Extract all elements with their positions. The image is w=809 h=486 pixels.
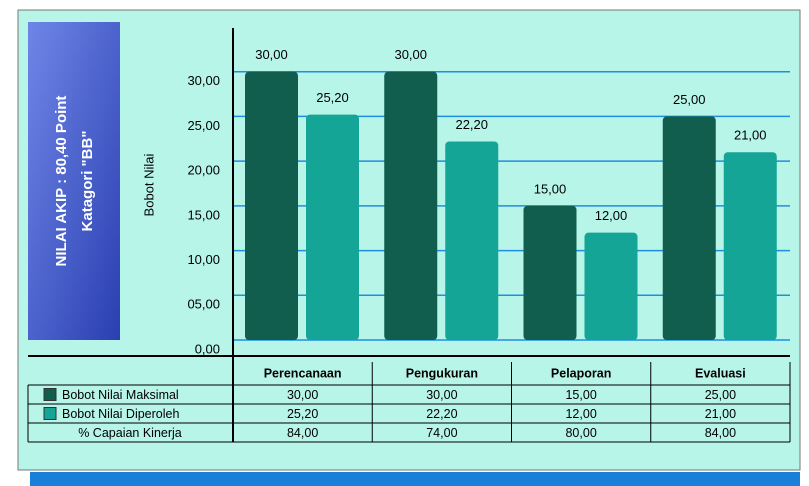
table-cell: 84,00 <box>287 426 318 440</box>
side-box <box>28 22 120 340</box>
table-cell: 30,00 <box>426 388 457 402</box>
table-cell: 15,00 <box>565 388 596 402</box>
table-cell: 74,00 <box>426 426 457 440</box>
table-cell: 21,00 <box>705 407 736 421</box>
bar <box>523 205 577 340</box>
bar <box>306 114 359 340</box>
legend-swatch <box>43 407 57 420</box>
y-tick-label: 20,00 <box>187 163 220 178</box>
value-label: 12,00 <box>595 208 628 223</box>
bar <box>584 232 638 340</box>
y-tick-label: 10,00 <box>187 252 220 267</box>
row-label: % Capaian Kinerja <box>78 426 182 440</box>
table-cell: 84,00 <box>705 426 736 440</box>
y-tick-label: 15,00 <box>187 207 220 222</box>
side-title: NILAI AKIP : 80,40 Point <box>53 96 70 267</box>
table-cell: 25,20 <box>287 407 318 421</box>
y-axis-label: Bobot Nilai <box>141 153 156 216</box>
x-tick-label: Pelaporan <box>551 366 611 380</box>
table-cell: 22,20 <box>426 407 457 421</box>
value-label: 25,00 <box>673 92 706 107</box>
table-cell: 30,00 <box>287 388 318 402</box>
legend-label: Bobot Nilai Diperoleh <box>62 407 179 421</box>
bar <box>245 71 298 340</box>
value-label: 25,20 <box>316 90 349 105</box>
bar <box>662 116 716 340</box>
legend-label: Bobot Nilai Maksimal <box>62 388 179 402</box>
value-label: 30,00 <box>394 47 427 62</box>
x-tick-label: Perencanaan <box>264 366 342 380</box>
y-tick-label: 05,00 <box>187 297 220 312</box>
bar <box>384 71 438 340</box>
table-cell: 12,00 <box>565 407 596 421</box>
legend-swatch <box>43 388 57 401</box>
table-cell: 80,00 <box>565 426 596 440</box>
y-tick-label: 0,00 <box>195 341 220 356</box>
x-tick-label: Evaluasi <box>695 366 746 380</box>
side-title: Katagori "BB" <box>79 131 96 232</box>
y-tick-label: 30,00 <box>187 73 220 88</box>
value-label: 15,00 <box>534 181 567 196</box>
value-label: 22,20 <box>455 117 488 132</box>
footer-bar <box>30 472 800 486</box>
y-tick-label: 25,00 <box>187 118 220 133</box>
value-label: 21,00 <box>734 128 767 143</box>
table-cell: 25,00 <box>705 388 736 402</box>
value-label: 30,00 <box>255 47 288 62</box>
x-tick-label: Pengukuran <box>406 366 478 380</box>
bar <box>723 152 777 340</box>
bar <box>445 141 499 340</box>
